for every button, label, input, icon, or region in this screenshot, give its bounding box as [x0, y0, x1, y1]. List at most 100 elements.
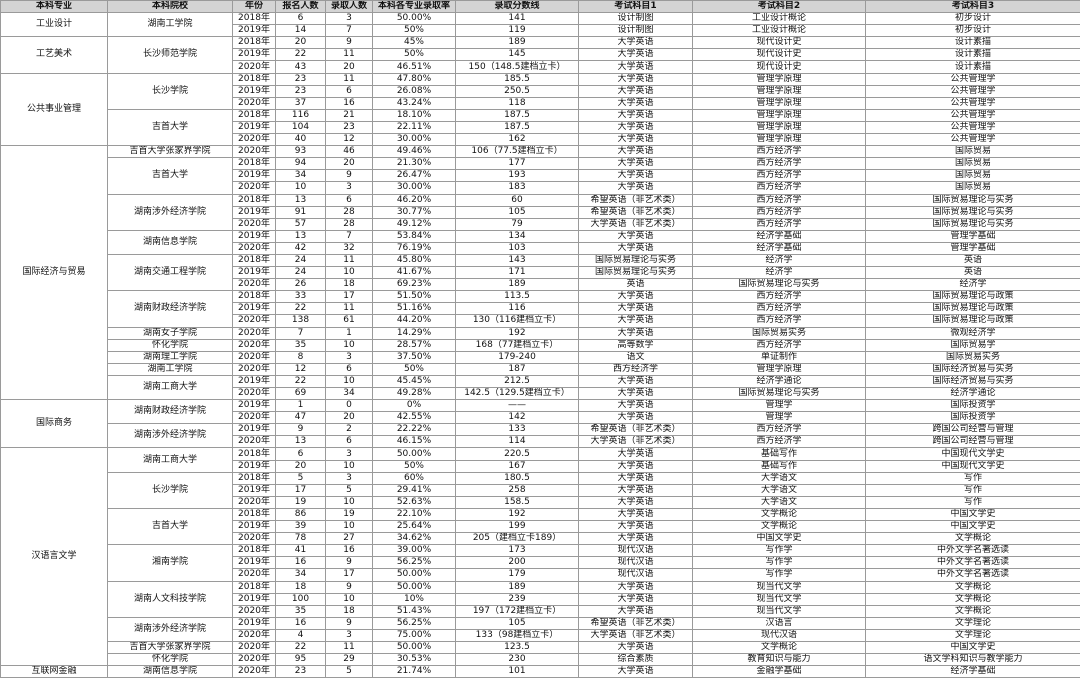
- data-cell: 写作学: [692, 556, 866, 570]
- table-row: 湖南涉外经济学院 2018年 13 6 46.20% 60 希望英语（非艺术类） 西方经济学国…: [1, 193, 1080, 231]
- data-cell: 116: [275, 108, 326, 122]
- data-cell: 17: [325, 290, 373, 304]
- data-cell: 37.50%: [372, 350, 456, 364]
- data-cell: 187.5: [455, 108, 579, 122]
- school-cell: 长沙学院: [107, 471, 233, 509]
- table-row: 互联网金融 湖南信息学院 2020年 23 5 21.74% 101 大学英语 金融学基础 经济学…: [0, 665, 1080, 678]
- table-row: 国际经济与贸易 吉首大学张家界学院 2020年 93 46 49.46% 106（77.5建…: [0, 145, 1080, 401]
- school-cell: 吉首大学: [107, 108, 233, 147]
- data-cell: 16: [325, 544, 373, 558]
- data-cell: 49.12%: [372, 217, 456, 231]
- data-cell: 国际贸易理论与实务: [692, 386, 866, 401]
- data-cell: 16: [275, 556, 326, 570]
- data-cell: 12: [325, 133, 373, 147]
- data-cell: 2020年: [232, 435, 276, 449]
- data-cell: 28.57%: [372, 338, 456, 352]
- table-row: 2019年 22 11 51.16% 116 大学英语 西方经济学 国际贸易理论与政策: [1, 302, 1080, 316]
- data-cell: 143: [455, 253, 579, 268]
- school-cell: 湖南财政经济学院: [107, 399, 233, 425]
- data-cell: 51.16%: [372, 302, 456, 316]
- data-cell: 17: [325, 568, 373, 582]
- data-cell: 18: [325, 278, 373, 292]
- data-cell: 国际贸易理论与政策: [865, 302, 1080, 316]
- data-cell: 西方经济学: [692, 290, 866, 304]
- data-cell: 250.5: [455, 84, 579, 98]
- data-cell: 2018年: [232, 544, 276, 558]
- data-cell: 212.5: [455, 374, 579, 389]
- data-cell: 中国现代文学史: [865, 447, 1080, 461]
- data-cell: 113.5: [455, 290, 579, 304]
- data-cell: 英语: [578, 278, 693, 292]
- data-cell: 2019年: [232, 266, 276, 280]
- data-cell: 22: [275, 640, 326, 655]
- data-cell: 中外文学名著选读: [865, 568, 1080, 582]
- data-cell: 50.00%: [372, 640, 456, 655]
- data-cell: 26.08%: [372, 84, 456, 98]
- column-header: 报名人数: [275, 0, 326, 14]
- data-cell: 45.45%: [372, 374, 456, 389]
- data-cell: 管理学原理: [692, 96, 866, 110]
- data-cell: 2020年: [232, 362, 276, 376]
- header-row: 本科专业 本科院校 年份 报名人数 录取人数 本科各专业录取率 录取分数线 考试科目1 考试科目…: [0, 0, 1080, 14]
- data-cell: 经济学基础: [692, 241, 866, 255]
- data-cell: 3: [325, 447, 373, 461]
- data-cell: 希望英语（非艺术类）: [578, 205, 693, 219]
- data-cell: 2020年: [232, 604, 276, 618]
- data-cell: 230: [455, 653, 579, 667]
- data-cell: 49.46%: [372, 145, 456, 159]
- data-cell: 国际贸易: [865, 181, 1080, 195]
- data-cell: 69: [275, 386, 326, 401]
- data-cell: 57: [275, 217, 326, 231]
- data-cell: 大学英语: [578, 314, 693, 328]
- data-cell: 0: [325, 399, 373, 413]
- data-cell: 193: [455, 169, 579, 183]
- data-cell: 国际投资学: [865, 411, 1080, 425]
- data-cell: 写作学: [692, 568, 866, 582]
- data-cell: 经济学通论: [865, 386, 1080, 401]
- data-cell: 现当代文学: [692, 592, 866, 606]
- data-cell: 初步设计: [865, 12, 1080, 26]
- data-cell: 中国文学史: [865, 520, 1080, 534]
- data-cell: 西方经济学: [692, 423, 866, 437]
- table-row: 湖南工学院 2020年 12 6 50% 187 西方经济学 管理学原理 国际经济贸易与实务: [1, 362, 1080, 376]
- data-cell: 9: [325, 556, 373, 570]
- data-cell: 西方经济学: [692, 217, 866, 231]
- data-cell: 50%: [372, 48, 456, 62]
- table-row: 湖南涉外经济学院 2019年 9 2 22.22% 133 希望英语（非艺术类） 西方经济学跨…: [1, 423, 1080, 449]
- data-cell: 2020年: [232, 568, 276, 582]
- data-cell: 2020年: [232, 386, 276, 401]
- school-cell: 湖南工商大学: [107, 374, 233, 401]
- data-cell: 大学英语: [578, 592, 693, 606]
- data-cell: 51.50%: [372, 290, 456, 304]
- data-cell: 文学概论: [865, 592, 1080, 606]
- data-cell: 9: [325, 616, 373, 630]
- data-cell: 20: [275, 36, 326, 50]
- table-row: 湖南信息学院 2019年 13 7 53.84% 134 大学英语 经济学基础 管理学基础: [1, 229, 1080, 255]
- data-cell: 103: [455, 241, 579, 255]
- data-cell: 116: [455, 302, 579, 316]
- data-cell: 大学语文: [692, 495, 866, 509]
- table-row: 湖南人文科技学院 2018年 18 9 50.00% 189 大学英语 现当代文学 文学概论: [1, 580, 1080, 618]
- data-cell: 写作: [865, 471, 1080, 485]
- data-cell: 大学英语: [578, 411, 693, 425]
- data-cell: 75.00%: [372, 628, 456, 642]
- data-cell: 2018年: [232, 157, 276, 171]
- data-cell: 2020年: [232, 314, 276, 328]
- data-cell: 189: [455, 36, 579, 50]
- table-row: 湖南工商大学 2019年 22 10 45.45% 212.5 大学英语 经济学通论 国际经济贸…: [1, 374, 1080, 401]
- data-cell: 49.28%: [372, 386, 456, 401]
- data-cell: 205（建档立卡189）: [455, 532, 579, 546]
- data-cell: 187: [455, 362, 579, 376]
- data-cell: 2019年: [232, 302, 276, 316]
- data-cell: 公共管理学: [865, 84, 1080, 98]
- data-cell: 西方经济学: [692, 302, 866, 316]
- table-row: 2020年 37 16 43.24% 118 大学英语 管理学原理 公共管理学: [1, 96, 1080, 110]
- data-cell: 30.77%: [372, 205, 456, 219]
- data-cell: 现代设计史: [692, 36, 866, 50]
- table-row: 长沙学院 2018年 5 3 60% 180.5 大学英语 大学语文 写作: [1, 471, 1080, 509]
- data-cell: 大学语文: [692, 471, 866, 485]
- school-cell: 湖南理工学院: [107, 350, 233, 364]
- school-cell: 湖南工商大学: [107, 447, 233, 473]
- data-cell: 大学英语: [578, 604, 693, 618]
- data-cell: 28: [325, 205, 373, 219]
